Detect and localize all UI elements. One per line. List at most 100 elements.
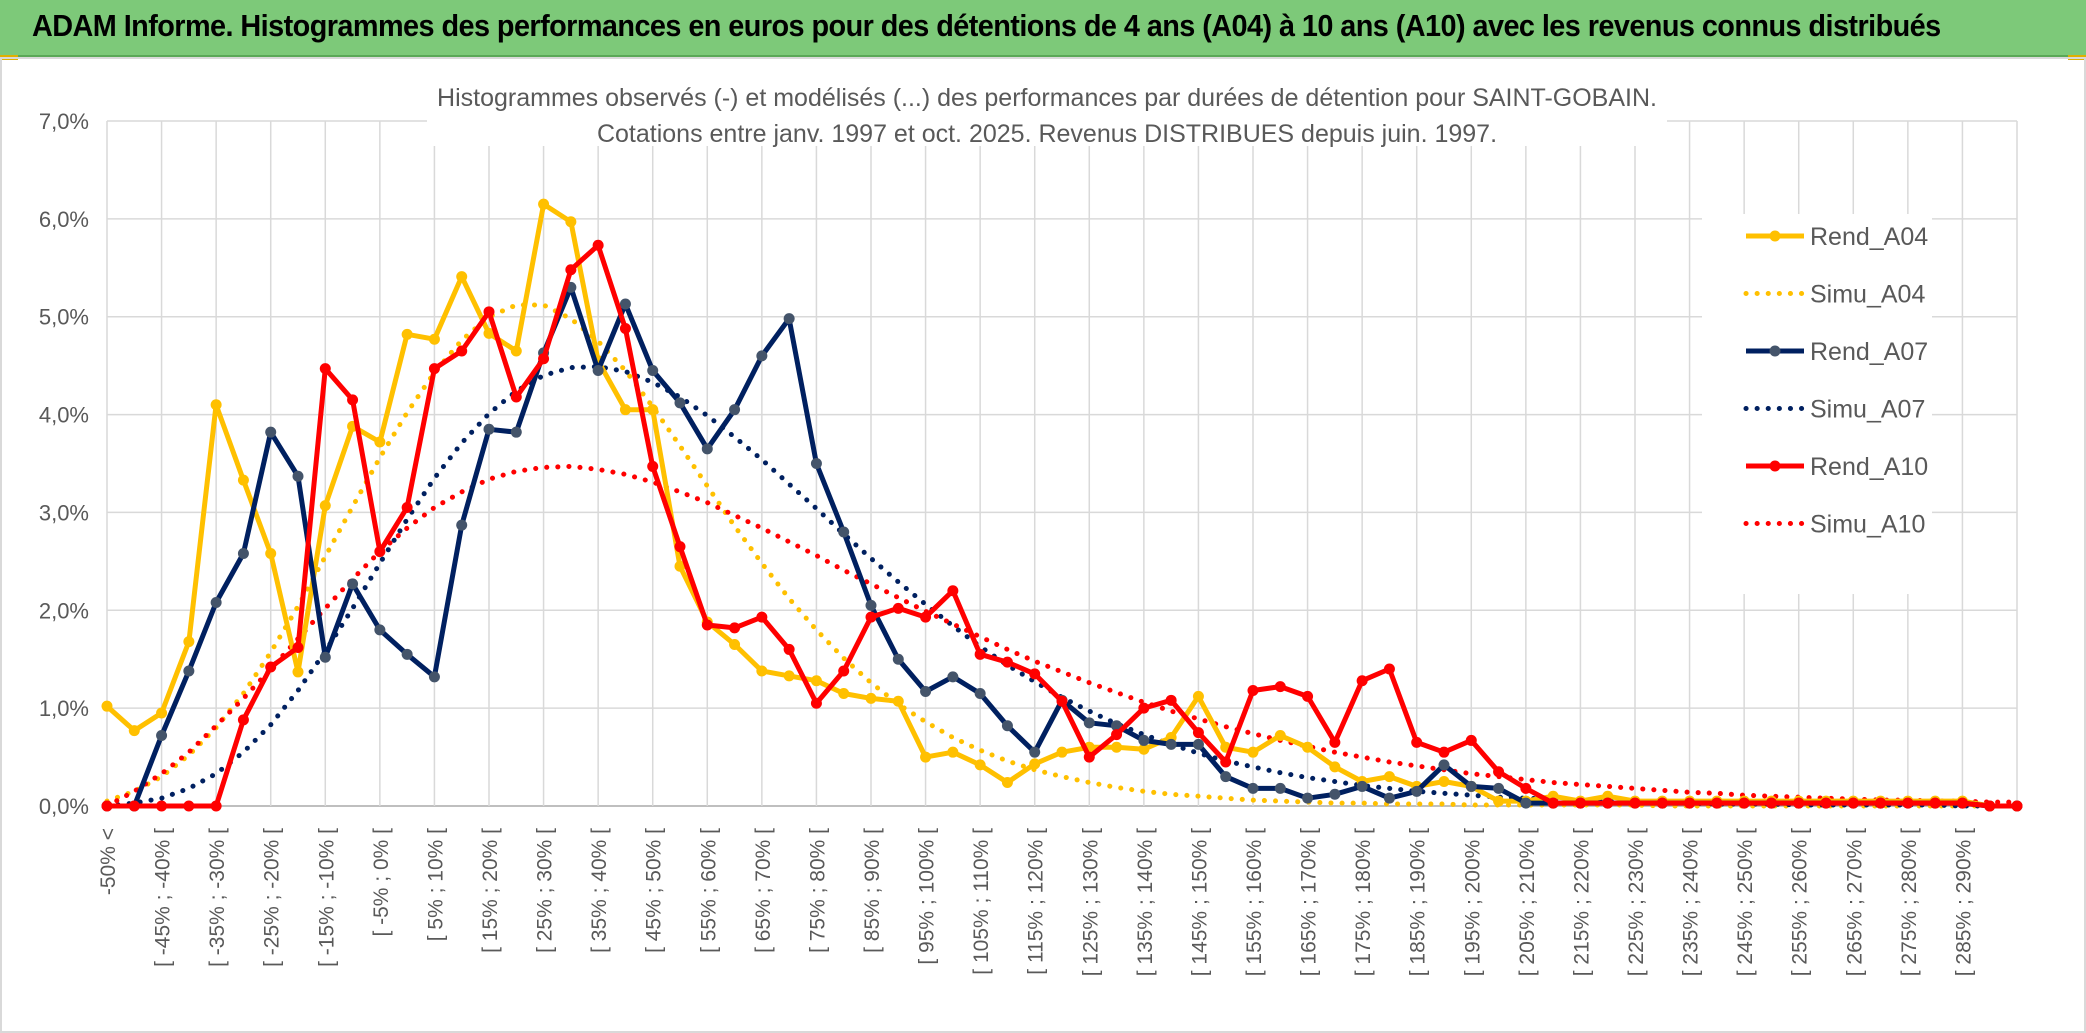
data-point <box>1520 797 1532 809</box>
y-axis-ticks: 0,0% 1,0% 2,0% 3,0% 4,0% 5,0% 6,0% 7,0% <box>39 109 89 819</box>
x-tick-label: [ 25% ; 30% [ <box>534 828 557 953</box>
series-rend_a10 <box>101 239 2023 812</box>
data-point <box>838 526 850 538</box>
x-tick-label: [ 75% ; 80% [ <box>806 828 829 953</box>
x-tick-label: [ 255% ; 260% [ <box>1789 828 1812 976</box>
data-point <box>1165 738 1177 750</box>
chart-title-background <box>427 76 1667 146</box>
data-point <box>1356 780 1368 792</box>
data-point <box>265 426 277 438</box>
data-point <box>647 404 659 416</box>
x-tick-label: [ 195% ; 200% [ <box>1461 828 1484 976</box>
data-point <box>1547 797 1559 809</box>
data-point <box>1383 771 1395 783</box>
y-tick-label: 3,0% <box>39 500 89 525</box>
data-point <box>1493 766 1505 778</box>
data-point <box>347 578 359 590</box>
data-point <box>183 665 195 677</box>
legend: Rend_A04 Simu_A04 Rend_A07 Simu_A07 Rend_A10… <box>1702 214 1932 594</box>
data-point <box>674 560 686 572</box>
data-point <box>237 474 249 486</box>
data-point <box>729 639 741 651</box>
data-point <box>1274 782 1286 794</box>
data-point <box>1247 782 1259 794</box>
data-point <box>428 333 440 345</box>
data-point <box>1029 668 1041 680</box>
data-point <box>1493 795 1505 807</box>
data-point <box>1465 734 1477 746</box>
data-point <box>1738 797 1750 809</box>
x-tick-label: [ 15% ; 20% [ <box>479 828 502 953</box>
data-point <box>592 365 604 377</box>
header-bar: ADAM Informe. Histogrammes des performan… <box>0 0 2086 57</box>
x-tick-label: [ 145% ; 150% [ <box>1188 828 1211 976</box>
legend-item-simu_a04: Simu_A04 <box>1743 281 1925 309</box>
chart-area: 0,0% 1,0% 2,0% 3,0% 4,0% 5,0% 6,0% 7,0% -50% < [… <box>39 76 2023 976</box>
x-tick-label: [ 165% ; 170% [ <box>1298 828 1321 976</box>
data-point <box>1302 792 1314 804</box>
data-point <box>974 687 986 699</box>
x-tick-label: [ -45% ; -40% [ <box>152 828 175 967</box>
x-tick-label: [ 105% ; 110% [ <box>970 828 993 975</box>
data-point <box>619 298 631 310</box>
data-point <box>974 648 986 660</box>
y-tick-label: 1,0% <box>39 696 89 721</box>
data-point <box>319 500 331 512</box>
legend-background <box>1702 214 1932 594</box>
data-point <box>265 548 277 560</box>
data-point <box>1111 729 1123 741</box>
data-point <box>1602 797 1614 809</box>
data-point <box>1574 797 1586 809</box>
data-point <box>156 730 168 742</box>
data-point <box>810 675 822 687</box>
data-point <box>1411 736 1423 748</box>
data-point <box>674 397 686 409</box>
data-point <box>892 695 904 707</box>
data-point <box>1438 776 1450 788</box>
data-point <box>1711 797 1723 809</box>
data-point <box>565 264 577 276</box>
data-point <box>701 443 713 455</box>
data-point <box>156 800 168 812</box>
series-lines <box>101 198 2023 812</box>
data-point <box>1765 797 1777 809</box>
data-point <box>1247 685 1259 697</box>
data-point <box>1029 746 1041 758</box>
data-point <box>647 365 659 377</box>
data-point <box>1001 656 1013 668</box>
data-point <box>1302 690 1314 702</box>
data-point <box>1056 695 1068 707</box>
data-point <box>510 345 522 357</box>
data-point <box>374 546 386 558</box>
series-simu_a04 <box>104 302 2020 809</box>
data-point <box>783 670 795 682</box>
data-point <box>892 653 904 665</box>
legend-marker <box>1769 345 1781 357</box>
data-point <box>101 800 113 812</box>
x-tick-label: [ 205% ; 210% [ <box>1516 828 1539 976</box>
legend-label: Simu_A04 <box>1810 281 1925 309</box>
page-title: ADAM Informe. Histogrammes des performan… <box>32 8 1941 43</box>
data-point <box>2011 800 2023 812</box>
data-point <box>1192 738 1204 750</box>
data-point <box>428 671 440 683</box>
legend-label: Rend_A10 <box>1810 453 1928 481</box>
data-point <box>1111 741 1123 753</box>
legend-label: Simu_A10 <box>1810 511 1925 539</box>
legend-item-rend_a10: Rend_A10 <box>1746 453 1928 481</box>
legend-marker <box>1769 460 1781 472</box>
legend-item-simu_a10: Simu_A10 <box>1743 511 1925 539</box>
x-tick-label: [ 275% ; 280% [ <box>1898 828 1921 976</box>
data-point <box>265 661 277 673</box>
data-point <box>1520 782 1532 794</box>
data-point <box>156 707 168 719</box>
data-point <box>1438 759 1450 771</box>
data-point <box>292 666 304 678</box>
x-tick-label: [ -5% ; 0% [ <box>370 828 393 937</box>
data-point <box>210 800 222 812</box>
data-point <box>456 519 468 531</box>
data-point <box>947 671 959 683</box>
x-tick-label: [ -35% ; -30% [ <box>206 828 229 967</box>
legend-item-rend_a07: Rend_A07 <box>1746 338 1928 366</box>
y-tick-label: 5,0% <box>39 305 89 330</box>
